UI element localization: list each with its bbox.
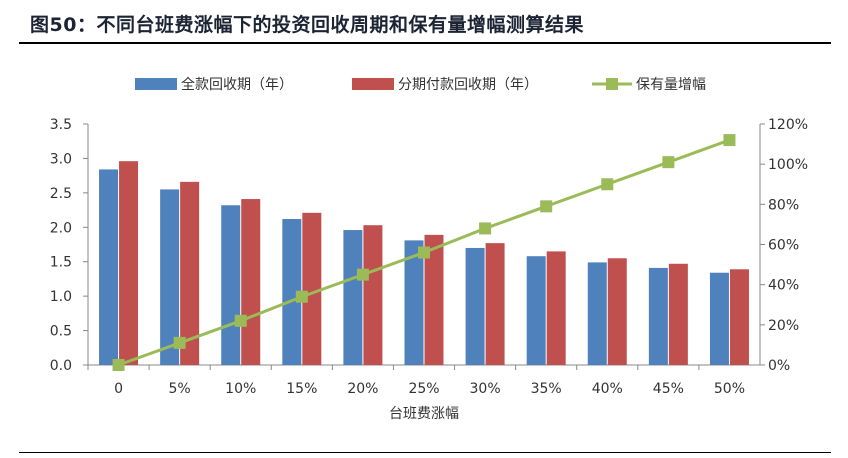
left-tick-label: 3.0 bbox=[50, 151, 72, 167]
left-tick-label: 1.5 bbox=[50, 255, 72, 271]
full-payment-bar bbox=[221, 205, 241, 365]
installment-bar bbox=[607, 258, 627, 365]
holdings-growth-point bbox=[540, 200, 553, 213]
x-tick-label: 0 bbox=[114, 381, 123, 397]
holdings-growth-point bbox=[356, 268, 369, 281]
left-tick-label: 1.0 bbox=[50, 289, 72, 305]
installment-bar bbox=[119, 161, 139, 365]
right-tick-label: 80% bbox=[768, 197, 799, 213]
holdings-growth-point bbox=[234, 314, 247, 327]
figure-title: 图50：不同台班费涨幅下的投资回收周期和保有量增幅测算结果 bbox=[30, 14, 584, 36]
holdings-growth-point bbox=[601, 178, 614, 191]
holdings-growth-point bbox=[723, 134, 736, 147]
full-payment-bar bbox=[648, 267, 668, 365]
installment-bar bbox=[546, 251, 566, 365]
x-axis-label: 台班费涨幅 bbox=[389, 406, 459, 422]
bottom-rule bbox=[19, 452, 831, 453]
installment-bar bbox=[363, 225, 383, 365]
installment-bar bbox=[729, 269, 749, 365]
installment-bar bbox=[668, 263, 688, 365]
x-tick-label: 15% bbox=[286, 381, 317, 397]
x-tick-label: 30% bbox=[470, 381, 501, 397]
top-rule bbox=[19, 42, 831, 44]
holdings-growth-point bbox=[295, 290, 308, 303]
installment-bar bbox=[485, 243, 505, 365]
legend-label-holdings: 保有量增幅 bbox=[636, 77, 706, 93]
x-tick-label: 40% bbox=[592, 381, 623, 397]
x-tick-label: 35% bbox=[531, 381, 562, 397]
installment-bar bbox=[241, 199, 261, 365]
x-tick-label: 50% bbox=[714, 381, 745, 397]
x-tick-label: 10% bbox=[225, 381, 256, 397]
full-payment-bar bbox=[343, 230, 363, 365]
full-payment-bar bbox=[465, 247, 485, 365]
x-tick-label: 5% bbox=[169, 381, 191, 397]
full-payment-bar bbox=[587, 262, 607, 365]
right-tick-label: 0% bbox=[768, 358, 790, 374]
holdings-growth-point bbox=[479, 222, 492, 235]
full-payment-bar bbox=[282, 219, 302, 365]
installment-bar bbox=[424, 234, 444, 365]
left-tick-label: 2.0 bbox=[50, 220, 72, 236]
legend-label-installment: 分期付款回收期（年） bbox=[398, 77, 538, 93]
full-payment-bar bbox=[160, 189, 180, 365]
holdings-growth-point bbox=[418, 246, 430, 259]
legend-label-full-payment: 全款回收期（年） bbox=[181, 76, 293, 93]
right-tick-label: 60% bbox=[768, 238, 799, 254]
left-tick-label: 3.5 bbox=[50, 117, 72, 133]
full-payment-bar bbox=[99, 169, 119, 365]
holdings-growth-point bbox=[173, 336, 186, 349]
right-tick-label: 100% bbox=[768, 157, 808, 173]
x-tick-label: 25% bbox=[408, 381, 439, 397]
full-payment-bar bbox=[526, 256, 546, 365]
installment-bar bbox=[180, 181, 200, 365]
holdings-growth-point bbox=[662, 156, 675, 169]
left-tick-label: 0.5 bbox=[50, 324, 72, 340]
legend-swatch-full-payment bbox=[135, 78, 177, 90]
right-tick-label: 20% bbox=[768, 318, 799, 334]
x-tick-label: 20% bbox=[347, 381, 378, 397]
left-tick-label: 0.0 bbox=[50, 358, 72, 374]
legend-swatch-installment bbox=[352, 78, 394, 90]
holdings-growth-point bbox=[112, 359, 125, 371]
full-payment-bar bbox=[404, 240, 424, 365]
legend-swatch-marker bbox=[606, 78, 618, 90]
legend: 全款回收期（年） 分期付款回收期（年） 保有量增幅 bbox=[135, 76, 706, 93]
right-tick-label: 40% bbox=[768, 278, 799, 294]
x-tick-label: 45% bbox=[653, 381, 684, 397]
installment-bar bbox=[302, 212, 322, 365]
full-payment-bar bbox=[709, 272, 729, 365]
left-tick-label: 2.5 bbox=[50, 186, 72, 202]
right-tick-label: 120% bbox=[768, 117, 808, 133]
